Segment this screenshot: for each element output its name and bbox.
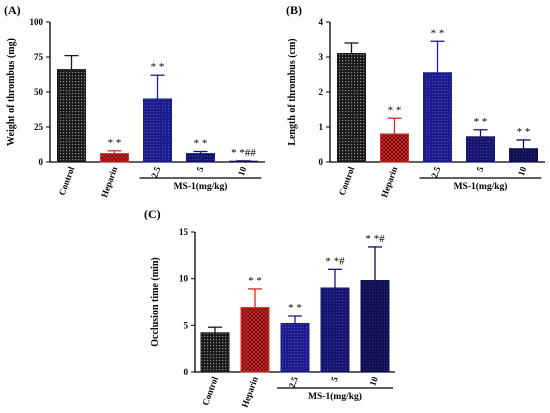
y-tick-label: 75: [34, 52, 44, 62]
significance-mark: * *: [194, 138, 208, 150]
category-label: 10: [516, 165, 529, 177]
category-label: 5: [194, 165, 205, 173]
category-label: Heparin: [240, 375, 260, 409]
bar-5: [466, 136, 495, 163]
category-label: Control: [337, 165, 357, 197]
y-axis-title: Occlusion time (min): [150, 257, 161, 346]
y-tick-label: 25: [34, 122, 44, 132]
bar-10: [509, 148, 538, 163]
bar-10: [360, 280, 390, 373]
y-axis-title: Weight of thrombus (mg): [6, 38, 17, 146]
y-tick-label: 3: [319, 52, 324, 62]
significance-mark: * *#: [325, 255, 345, 267]
y-tick-label: 0: [319, 157, 324, 167]
group-label: MS-1(mg/kg): [174, 181, 228, 192]
category-label: Control: [57, 165, 77, 197]
category-label: 10: [236, 165, 249, 177]
bar-heparin: [100, 153, 129, 163]
y-tick-label: 10: [179, 274, 189, 284]
category-label: Control: [200, 375, 220, 407]
significance-mark: * *: [431, 27, 445, 39]
significance-mark: * *: [474, 116, 488, 128]
category-label: 2.5: [149, 165, 162, 179]
bar-control: [337, 53, 366, 163]
significance-mark: * *: [388, 104, 402, 116]
category-label: Heparin: [379, 165, 399, 199]
bar-heparin: [380, 133, 409, 163]
bar-5: [186, 153, 215, 163]
y-tick-label: 50: [34, 87, 44, 97]
y-tick-label: 0: [184, 367, 189, 377]
y-tick-label: 2: [319, 87, 324, 97]
y-tick-label: 1: [319, 122, 324, 132]
bar-control: [57, 69, 86, 163]
bar-heparin: [240, 307, 270, 373]
category-label: 2.5: [429, 165, 442, 179]
bar-control: [200, 332, 230, 373]
bar-2-5: [280, 322, 310, 373]
significance-mark: * *#: [365, 233, 385, 245]
category-label: 2.5: [287, 375, 300, 389]
y-tick-label: 0: [39, 157, 44, 167]
y-tick-label: 4: [319, 17, 324, 27]
category-label: 5: [329, 375, 340, 383]
significance-mark: * *: [151, 61, 165, 73]
category-label: Heparin: [99, 165, 119, 199]
y-axis-title: Length of thrombus (cm): [287, 38, 298, 145]
panel-label: (C): [144, 207, 161, 221]
significance-mark: * *##: [231, 147, 256, 159]
panel-label: (B): [286, 3, 302, 17]
y-tick-label: 15: [179, 227, 189, 237]
category-label: 10: [367, 375, 380, 387]
group-label: MS-1(mg/kg): [454, 181, 508, 192]
significance-mark: * *: [517, 126, 531, 138]
bar-2-5: [423, 72, 452, 163]
group-label: MS-1(mg/kg): [308, 391, 362, 402]
y-tick-label: 100: [30, 17, 44, 27]
panel-label: (A): [4, 3, 21, 17]
significance-mark: * *: [288, 302, 302, 314]
bar-5: [320, 287, 350, 373]
y-tick-label: 5: [184, 320, 189, 330]
significance-mark: * *: [248, 275, 262, 287]
bar-2-5: [143, 98, 172, 163]
chart-panel-a: (A) Weight of thrombus (mg) 0 25 50 75 100 Cont…: [4, 3, 265, 199]
category-label: 5: [474, 165, 485, 173]
chart-panel-b: (B) Length of thrombus (cm) 0 1 2 3 4 Control * …: [286, 3, 545, 199]
chart-panel-c: (C) Occlusion time (min) 0 5 10 15 Control * * H…: [144, 207, 395, 409]
significance-mark: * *: [108, 137, 122, 149]
